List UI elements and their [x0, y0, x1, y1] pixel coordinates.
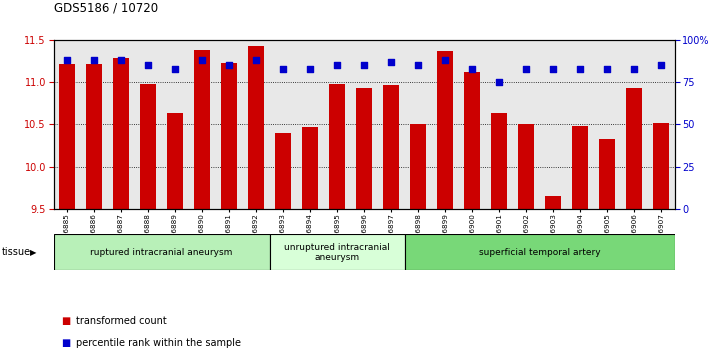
Bar — [518, 125, 534, 209]
Bar — [653, 123, 669, 209]
Point — [331, 62, 343, 68]
Bar — [491, 113, 507, 209]
Bar — [54, 234, 270, 270]
Point — [116, 57, 127, 63]
Point — [628, 66, 640, 72]
Bar — [59, 64, 75, 209]
Bar — [599, 139, 615, 209]
Bar — [437, 51, 453, 209]
Bar — [302, 127, 318, 209]
Point — [575, 66, 586, 72]
Point — [304, 66, 316, 72]
Point — [655, 62, 667, 68]
Text: percentile rank within the sample: percentile rank within the sample — [76, 338, 241, 348]
Point — [61, 57, 73, 63]
Point — [601, 66, 613, 72]
Bar — [167, 113, 183, 209]
Point — [521, 66, 532, 72]
Bar — [221, 63, 237, 209]
Point — [251, 57, 262, 63]
Bar — [248, 46, 264, 209]
Point — [223, 62, 235, 68]
Bar — [405, 234, 675, 270]
Point — [169, 66, 181, 72]
Bar — [113, 58, 129, 209]
Point — [439, 57, 451, 63]
Bar — [275, 133, 291, 209]
Bar — [140, 84, 156, 209]
Bar — [383, 85, 399, 209]
Text: unruptured intracranial
aneurysm: unruptured intracranial aneurysm — [284, 242, 390, 262]
Point — [142, 62, 154, 68]
Point — [548, 66, 559, 72]
Text: GDS5186 / 10720: GDS5186 / 10720 — [54, 1, 158, 15]
Bar — [270, 234, 405, 270]
Bar — [356, 88, 372, 209]
Text: superficial temporal artery: superficial temporal artery — [479, 248, 600, 257]
Point — [196, 57, 208, 63]
Bar — [464, 72, 481, 209]
Text: tissue: tissue — [2, 247, 31, 257]
Bar — [626, 88, 643, 209]
Point — [493, 79, 505, 85]
Point — [466, 66, 478, 72]
Bar — [194, 50, 210, 209]
Text: ruptured intracranial aneurysm: ruptured intracranial aneurysm — [91, 248, 233, 257]
Point — [358, 62, 370, 68]
Point — [89, 57, 100, 63]
Point — [278, 66, 289, 72]
Text: ■: ■ — [61, 338, 70, 348]
Bar — [86, 64, 102, 209]
Bar — [410, 125, 426, 209]
Text: ■: ■ — [61, 316, 70, 326]
Text: ▶: ▶ — [30, 248, 36, 257]
Bar — [329, 84, 346, 209]
Bar — [572, 126, 588, 209]
Point — [413, 62, 424, 68]
Point — [386, 59, 397, 65]
Text: transformed count: transformed count — [76, 316, 167, 326]
Bar — [545, 196, 561, 209]
